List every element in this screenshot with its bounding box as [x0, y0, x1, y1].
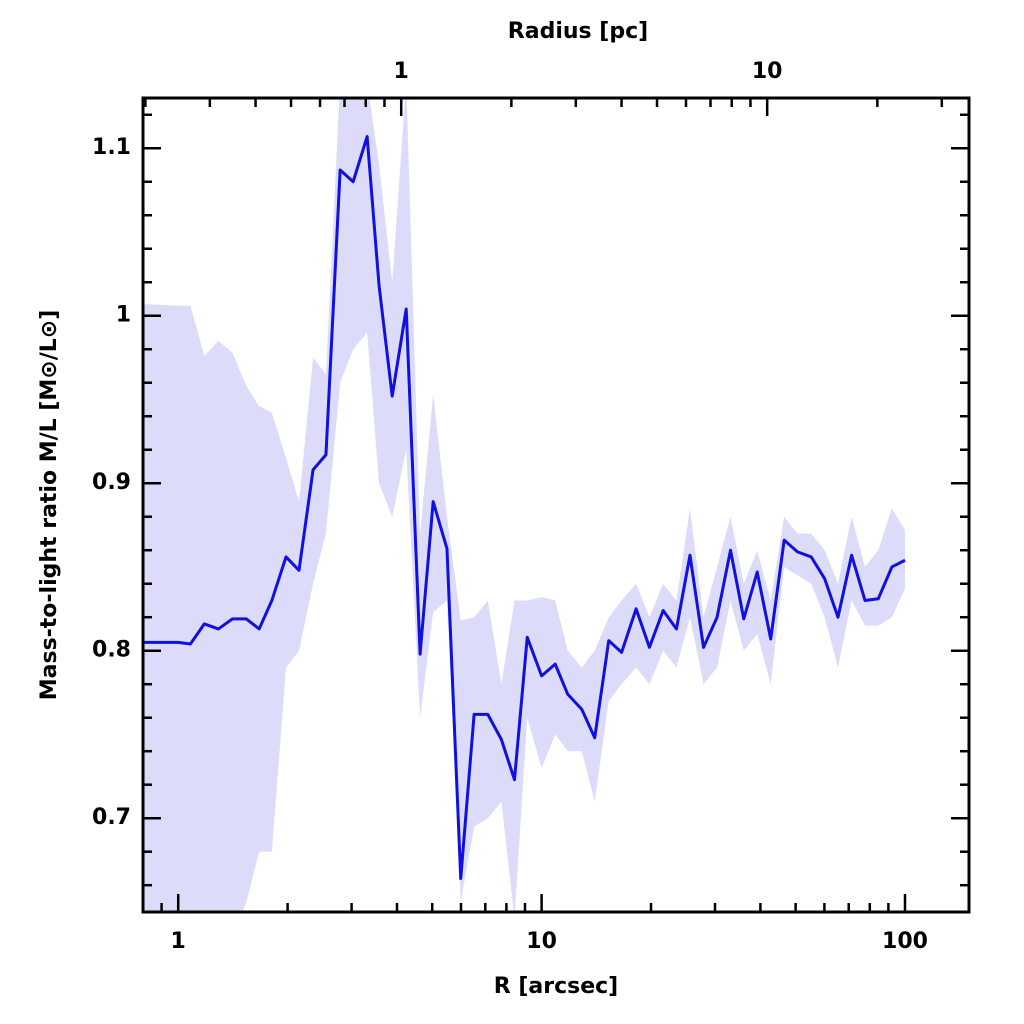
- x-tick-label: 1: [171, 929, 186, 954]
- x2-tick-label: 1: [394, 59, 409, 84]
- x-axis-label: R [arcsec]: [494, 974, 619, 999]
- y-tick-label: 0.7: [92, 805, 131, 830]
- x2-tick-label: 10: [752, 59, 783, 84]
- y-tick-label: 1: [116, 303, 131, 328]
- plot-area: [143, 98, 906, 912]
- frame: [141, 96, 971, 914]
- x-tick-label: 100: [882, 929, 928, 954]
- y-axis-label: Mass-to-light ratio M/L [M⊙/L⊙]: [37, 310, 62, 701]
- uncertainty-band: [143, 98, 906, 912]
- y-tick-label: 0.8: [92, 638, 131, 663]
- ml-line: [143, 135, 906, 881]
- y-tick-label: 1.1: [92, 135, 131, 160]
- x-tick-label: 10: [526, 929, 557, 954]
- x2-axis-label: Radius [pc]: [508, 19, 648, 44]
- y-tick-label: 0.9: [92, 470, 131, 495]
